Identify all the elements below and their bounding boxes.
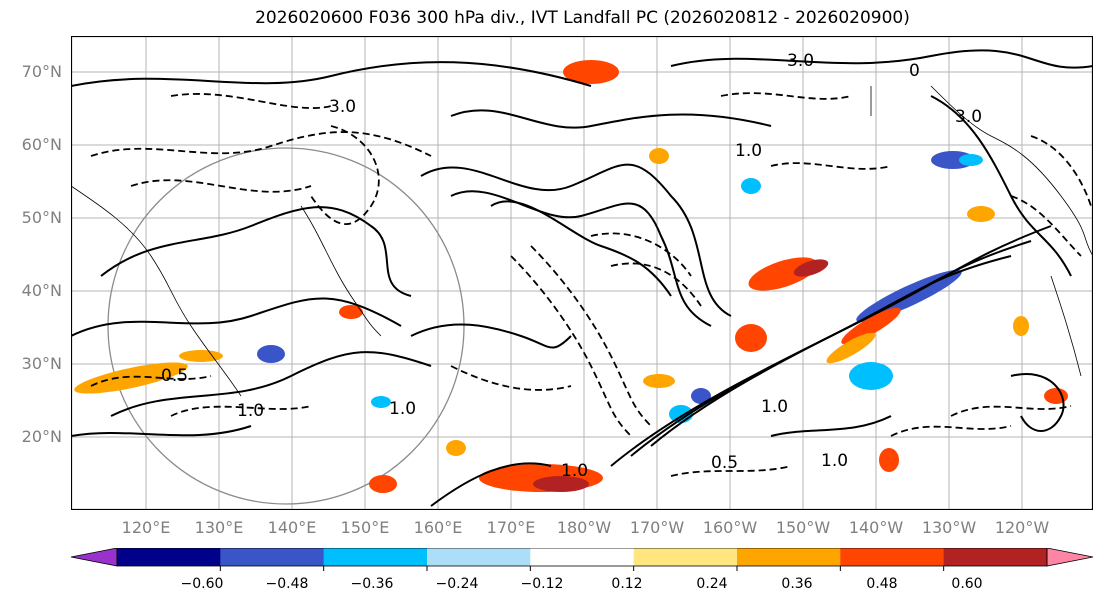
solid-contours — [71, 49, 1093, 507]
lat-label-50n: 50°N — [21, 208, 62, 227]
lon-label-160e: 160°E — [413, 518, 463, 537]
lon-label-120e: 120°E — [121, 518, 171, 537]
colorbar-segment — [737, 548, 841, 566]
colorbar-tick: 0.24 — [696, 576, 728, 592]
lat-label-20n: 20°N — [21, 427, 62, 446]
colorbar-segment — [117, 548, 221, 566]
colorbar-tick: 0.36 — [781, 576, 813, 592]
lon-label-150e: 150°E — [340, 518, 390, 537]
colorbar-segment — [220, 548, 325, 566]
colorbar-tick: 0.60 — [951, 576, 983, 592]
colorbar-segment — [323, 548, 428, 566]
lat-label-70n: 70°N — [21, 62, 62, 81]
lon-label-170e: 170°E — [486, 518, 536, 537]
colorbar-tick: −0.12 — [520, 576, 564, 592]
coastlines — [71, 85, 1093, 397]
dashed-contours — [90, 92, 1092, 477]
colorbar-outline — [116, 548, 1048, 567]
lon-label-150w: 150°W — [775, 518, 831, 537]
lon-label-130e: 130°E — [194, 518, 244, 537]
contour-label: 0.5 — [711, 453, 738, 473]
lat-label-60n: 60°N — [21, 135, 62, 154]
contour-label: 1.0 — [561, 461, 588, 481]
lon-label-120w: 120°W — [994, 518, 1050, 537]
contour-label: 1.0 — [389, 399, 416, 419]
contour-label: 1.0 — [237, 401, 264, 421]
map-svg: 3.0 1.0 0.5 1.0 1.0 3.0 0 3.0 0.5 1.0 1.… — [71, 36, 1093, 510]
contour-label: 1.0 — [821, 451, 848, 471]
lon-label-180w: 180°W — [556, 518, 612, 537]
lat-label-30n: 30°N — [21, 354, 62, 373]
lon-label-140e: 140°E — [267, 518, 317, 537]
colorbar-tick: −0.36 — [350, 576, 394, 592]
lon-label-130w: 130°W — [921, 518, 977, 537]
contour-label: 3.0 — [955, 107, 982, 127]
contour-label: 0 — [909, 61, 920, 81]
colorbar-tick: −0.48 — [265, 576, 309, 592]
lon-label-160w: 160°W — [702, 518, 758, 537]
lat-label-40n: 40°N — [21, 281, 62, 300]
colorbar-segment — [943, 548, 1048, 566]
map-frame — [71, 36, 1093, 510]
contour-label-group: 3.0 1.0 0.5 1.0 1.0 3.0 0 3.0 0.5 1.0 1.… — [161, 51, 982, 481]
contour-label: 1.0 — [735, 141, 762, 161]
colorbar-segment — [530, 548, 635, 566]
range-ring — [107, 147, 465, 505]
colorbar-extend-low — [70, 548, 118, 567]
contour-label: 0.5 — [161, 366, 188, 386]
colorbar-tick: −0.60 — [180, 576, 224, 592]
map-panel: 3.0 1.0 0.5 1.0 1.0 3.0 0 3.0 0.5 1.0 1.… — [71, 36, 1093, 510]
colorbar-segment — [427, 548, 531, 566]
contour-label: 1.0 — [761, 397, 788, 417]
lon-label-170w: 170°W — [629, 518, 685, 537]
lon-label-140w: 140°W — [848, 518, 904, 537]
colorbar-extend-high — [1046, 548, 1094, 567]
colorbar-segment — [633, 548, 738, 566]
contour-label: 3.0 — [787, 51, 814, 71]
map-background — [71, 36, 1093, 510]
colorbar — [70, 548, 1094, 571]
colorbar-tick: −0.24 — [435, 576, 479, 592]
colorbar-tick: 0.48 — [866, 576, 898, 592]
colorbar-segment — [840, 548, 945, 566]
contour-label: 3.0 — [329, 97, 356, 117]
colorbar-tick: 0.12 — [611, 576, 643, 592]
figure-title: 2026020600 F036 300 hPa div., IVT Landfa… — [255, 8, 910, 28]
